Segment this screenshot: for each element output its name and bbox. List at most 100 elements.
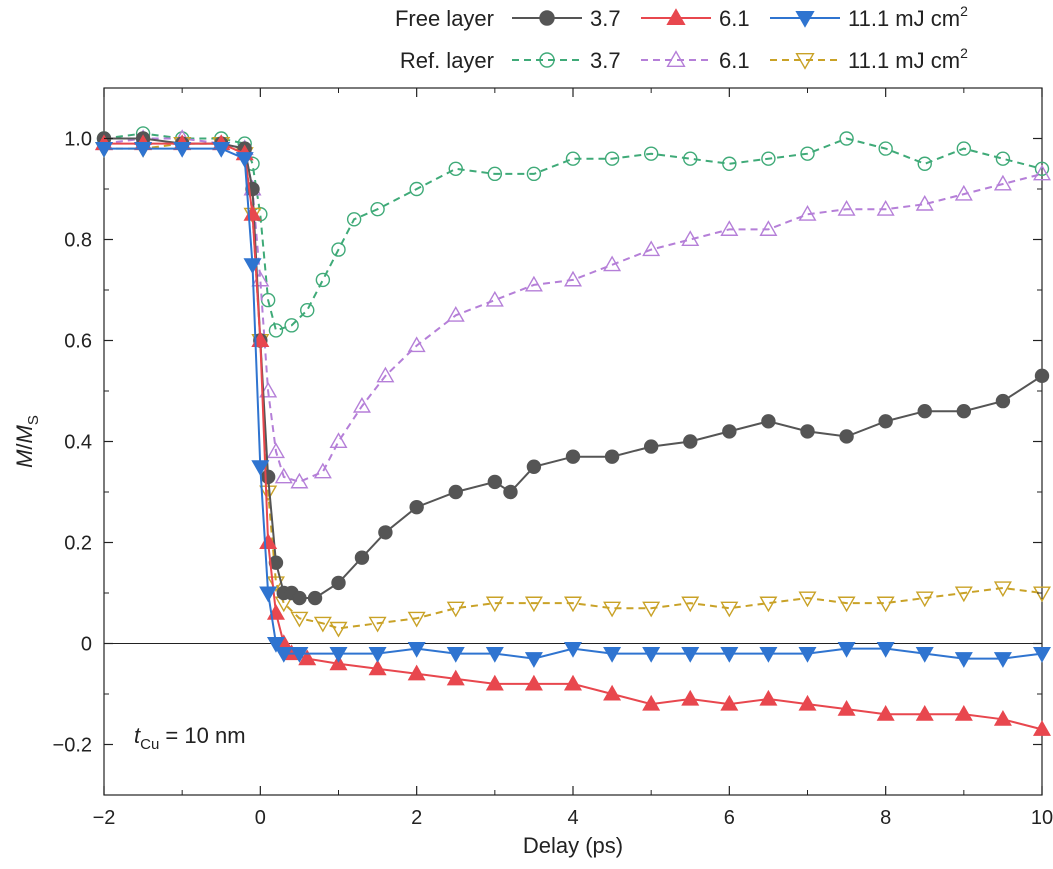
data-point — [876, 704, 895, 721]
data-point — [837, 199, 856, 216]
data-point — [603, 684, 622, 701]
data-point — [487, 474, 503, 490]
legend-label: 6.1 — [719, 6, 750, 31]
data-point — [642, 694, 661, 711]
data-point — [94, 142, 114, 158]
data-point — [722, 424, 737, 439]
data-point — [368, 616, 387, 633]
legend-group-label: Free layer — [395, 6, 494, 31]
x-axis-title: Delay (ps) — [523, 833, 623, 858]
data-point — [915, 704, 934, 721]
data-point — [331, 242, 346, 257]
data-point — [993, 710, 1012, 726]
data-point — [603, 255, 622, 272]
data-point — [759, 596, 778, 613]
data-point — [274, 467, 293, 484]
data-point — [563, 642, 583, 658]
data-point — [759, 689, 778, 706]
y-tick-label: −0.2 — [53, 735, 92, 757]
data-point — [260, 292, 276, 308]
data-point — [298, 649, 317, 666]
data-point — [354, 550, 370, 565]
data-point — [798, 205, 817, 221]
data-point — [993, 652, 1012, 668]
data-point — [642, 647, 661, 663]
data-point — [407, 664, 426, 681]
data-point — [720, 220, 739, 236]
legend-marker — [539, 52, 555, 68]
series-line — [104, 142, 1043, 731]
data-point — [274, 647, 293, 663]
data-point — [839, 429, 854, 444]
data-point — [683, 434, 698, 449]
y-tick-label: 0.4 — [64, 432, 92, 454]
data-point — [565, 151, 581, 166]
data-point — [524, 596, 543, 613]
data-point — [290, 472, 309, 489]
data-point — [837, 642, 856, 658]
data-point — [954, 184, 973, 201]
data-point — [720, 694, 739, 711]
y-tick-label: 0.6 — [64, 331, 92, 353]
legend-label: 11.1 mJ cm2 — [848, 3, 968, 31]
data-point — [915, 647, 934, 663]
data-point — [995, 393, 1011, 409]
data-point — [290, 647, 309, 663]
data-point — [759, 220, 778, 236]
data-point — [315, 272, 331, 288]
data-point — [563, 270, 583, 287]
data-point — [643, 146, 659, 161]
data-point — [446, 647, 465, 663]
data-point — [524, 652, 543, 668]
data-point — [683, 151, 698, 166]
data-point — [993, 174, 1012, 191]
legend-group-label: Ref. layer — [400, 48, 494, 73]
data-point — [212, 142, 231, 158]
data-point — [915, 194, 934, 211]
data-point — [681, 596, 700, 613]
data-point — [526, 166, 542, 182]
y-tick-label: 0.2 — [64, 533, 92, 555]
legend-marker — [539, 10, 555, 26]
data-point — [370, 201, 385, 217]
data-point — [1032, 164, 1052, 181]
data-point — [954, 704, 973, 721]
y-axis-title: M/MS — [12, 415, 42, 468]
data-point — [134, 142, 153, 158]
data-point — [407, 336, 426, 353]
data-point — [446, 306, 465, 322]
data-point — [485, 596, 504, 613]
y-tick-label: 0 — [81, 634, 92, 656]
data-point — [798, 694, 817, 711]
data-point — [409, 499, 424, 515]
series-reflayer-6-1 — [94, 129, 1052, 489]
data-point — [526, 459, 542, 474]
data-point — [917, 404, 932, 419]
data-point — [761, 414, 776, 429]
data-point — [407, 611, 426, 628]
legend-marker — [795, 53, 815, 70]
data-point — [487, 166, 503, 182]
data-point — [642, 240, 661, 257]
x-tick-label: 2 — [411, 807, 422, 829]
data-point — [524, 674, 543, 691]
data-point — [954, 652, 973, 668]
data-point — [956, 141, 972, 156]
data-point — [1032, 647, 1052, 663]
data-point — [563, 674, 583, 691]
series-freelayer-3-7 — [96, 131, 1050, 606]
data-point — [313, 616, 332, 633]
data-point — [260, 469, 276, 485]
x-tick-label: 6 — [724, 807, 735, 829]
x-axis: −2 0 2 4 6 8 10 — [93, 88, 1053, 829]
data-point — [446, 669, 465, 686]
legend-marker — [666, 8, 686, 25]
data-point — [565, 449, 581, 464]
data-point — [798, 647, 817, 663]
data-point — [954, 586, 973, 603]
data-point — [284, 318, 299, 333]
legend-label: 3.7 — [590, 6, 621, 31]
data-point — [266, 636, 285, 653]
data-point — [235, 152, 254, 168]
